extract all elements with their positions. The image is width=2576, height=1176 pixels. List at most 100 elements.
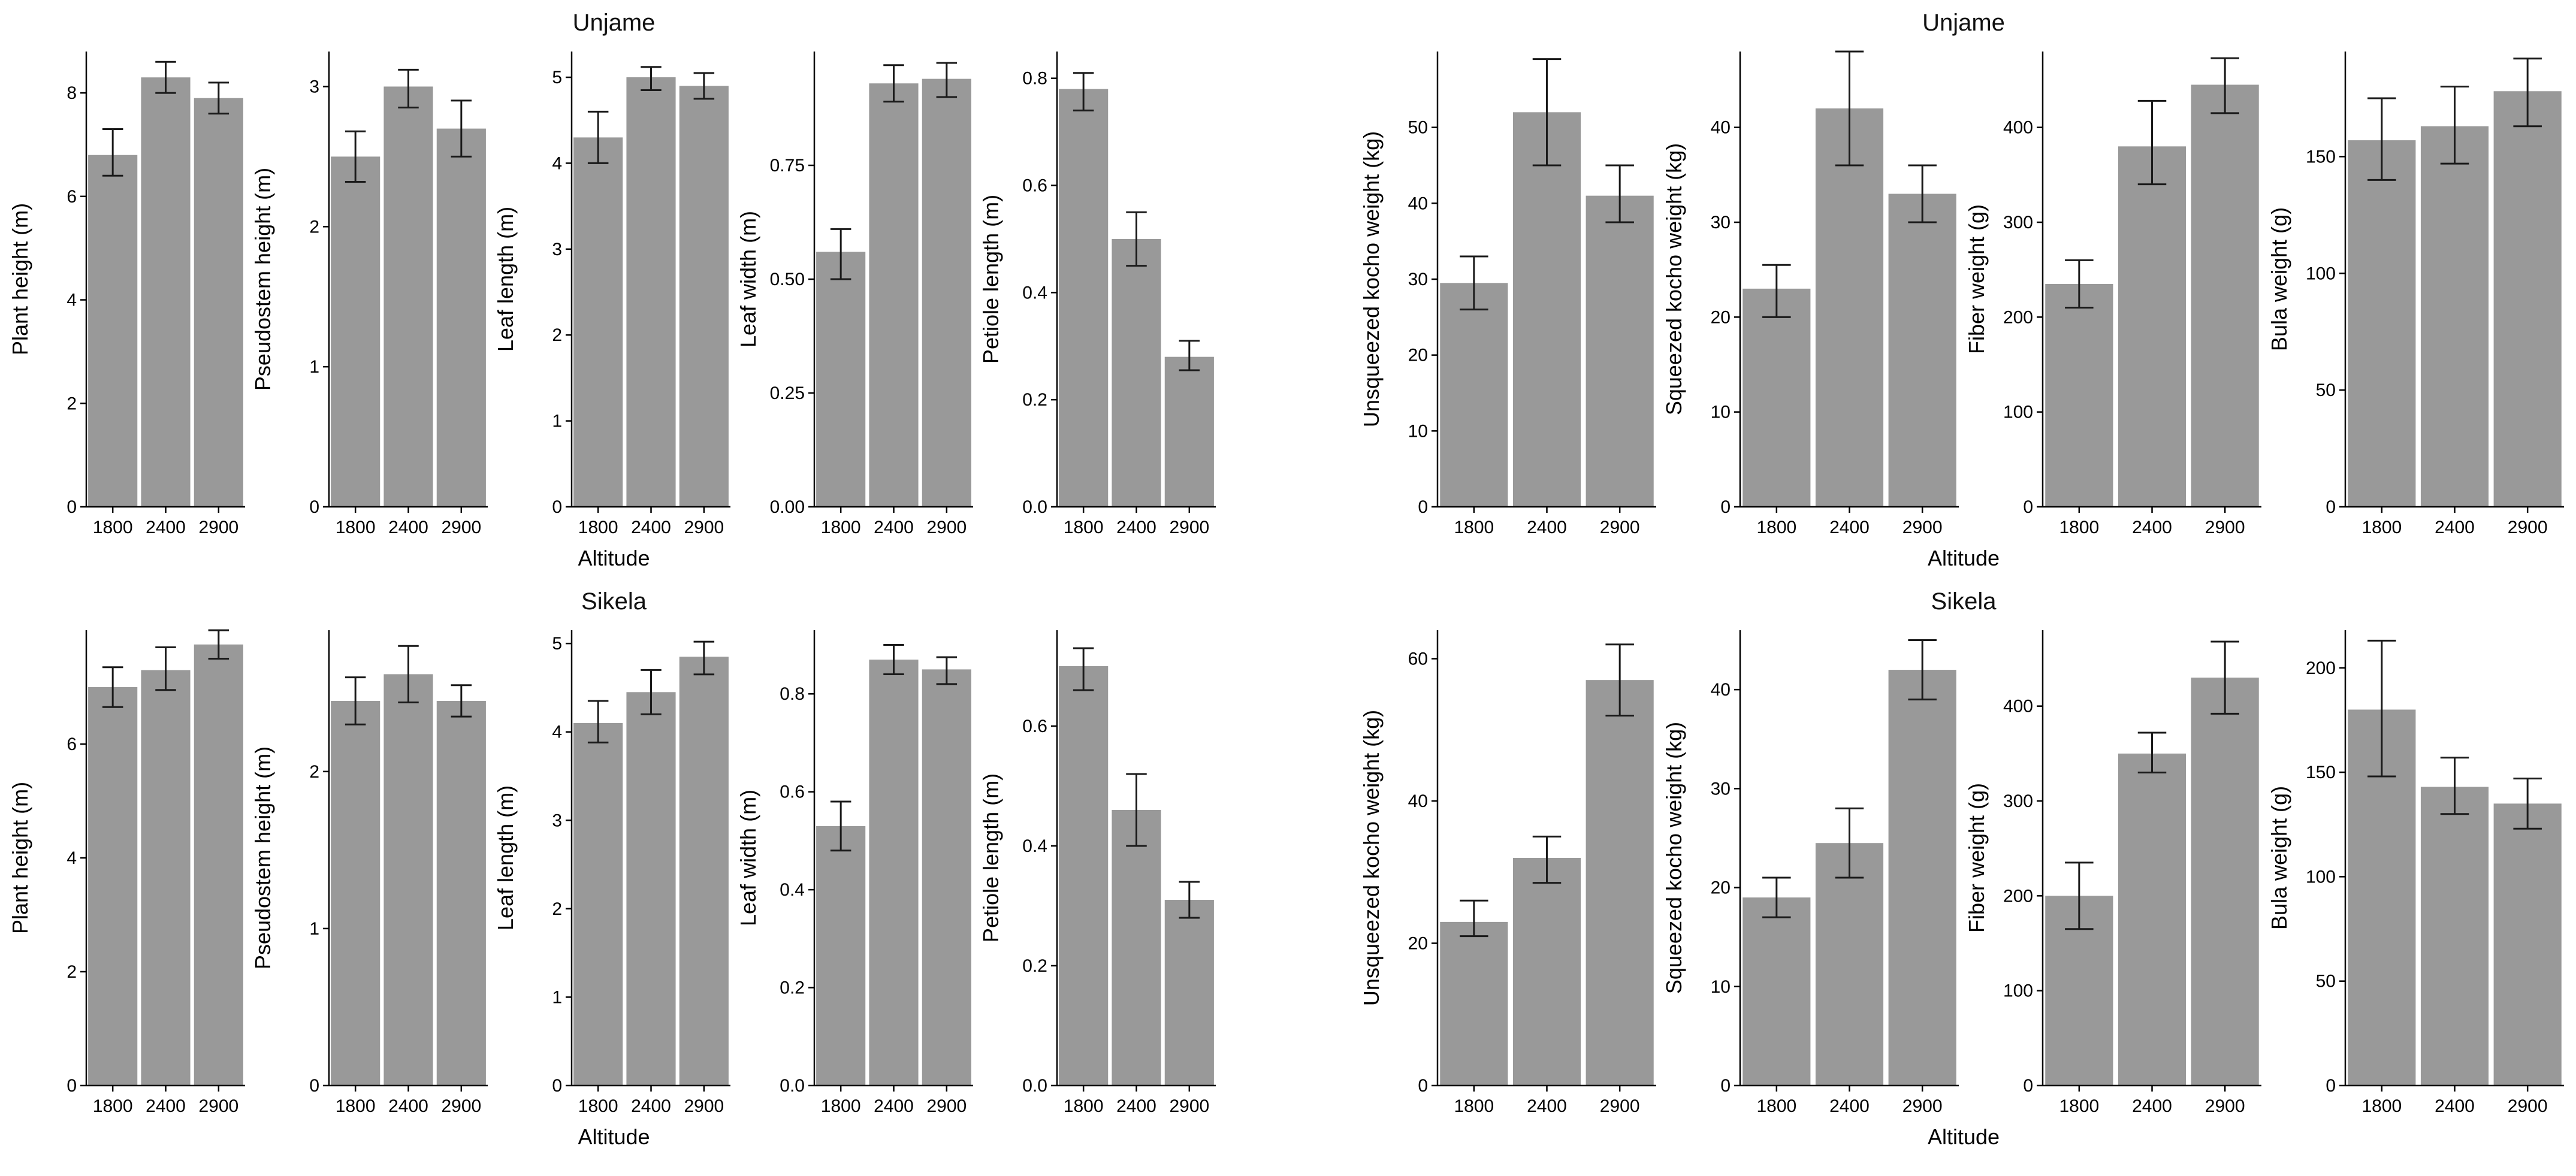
y-tick-label: 400 xyxy=(2003,118,2033,138)
bar-2900 xyxy=(1586,195,1654,507)
x-tick-label: 2400 xyxy=(146,518,186,537)
x-tick-label: 2900 xyxy=(198,518,238,537)
x-tick-label: 2400 xyxy=(1527,1096,1567,1116)
panel-sikela-morphology: Sikela 0 2 4 6 1800 2400 2900 Plant height (m) … xyxy=(7,587,1221,1150)
x-axis-label-unjame-left: Altitude xyxy=(578,546,650,570)
x-tick-label: 2900 xyxy=(926,1096,967,1116)
bar-1800 xyxy=(1440,921,1508,1086)
y-tick-label: 0.0 xyxy=(1022,1076,1047,1096)
error-bar-2400 xyxy=(155,61,176,94)
chart-svg-sikela-bula-weight: 0 50 100 150 200 1800 2400 2900 Bula weight (g) xyxy=(2267,630,2564,1116)
chart-svg-unjame-squeezed-kocho-weight: 0 10 20 30 40 1800 2400 2900 Squeezed kocho weig… xyxy=(1662,50,1959,537)
y-tick-label: 0.25 xyxy=(770,383,805,403)
bar-2400 xyxy=(383,86,433,507)
bar-2400 xyxy=(1815,843,1884,1086)
y-tick-label: 2 xyxy=(67,962,77,982)
x-tick-label: 2400 xyxy=(874,518,914,537)
y-axis-title: Squeezed kocho weight (kg) xyxy=(1662,143,1686,415)
bar-2400 xyxy=(869,660,919,1086)
error-bar-2900 xyxy=(451,684,472,718)
error-bar-2900 xyxy=(208,81,229,115)
bar-1800 xyxy=(88,155,138,507)
bar-1800 xyxy=(2348,140,2416,507)
y-axis-title: Petiole length (m) xyxy=(979,773,1003,942)
y-tick-label: 20 xyxy=(1408,346,1428,365)
y-axis-title: Bula weight (g) xyxy=(2267,207,2291,351)
x-tick-label: 1800 xyxy=(93,1096,133,1116)
bar-2900 xyxy=(436,700,486,1086)
bar-2400 xyxy=(1815,108,1884,507)
bar-2900 xyxy=(194,644,243,1086)
y-tick-label: 400 xyxy=(2003,697,2033,717)
error-bar-2900 xyxy=(451,99,472,158)
error-bar-2900 xyxy=(936,656,958,685)
error-bar-2900 xyxy=(693,640,715,676)
row-sikela: Sikela 0 2 4 6 1800 2400 2900 Plant height (m) … xyxy=(7,587,2569,1150)
error-bar-1800 xyxy=(2065,861,2094,930)
y-tick-label: 0 xyxy=(2326,1076,2336,1096)
error-bar-2900 xyxy=(1605,643,1634,717)
x-tick-label: 2400 xyxy=(1829,1096,1870,1116)
x-tick-label: 1800 xyxy=(93,518,133,537)
x-tick-label: 2900 xyxy=(198,1096,238,1116)
error-bar-2900 xyxy=(1908,639,1937,701)
x-axis-label-unjame-right: Altitude xyxy=(1927,546,2000,570)
y-tick-label: 0 xyxy=(2023,497,2033,517)
y-tick-label: 0.6 xyxy=(1022,176,1047,196)
panel-unjame-weights: Unjame 0 10 20 30 40 50 1800 2400 2900 Unsqueezed… xyxy=(1358,8,2569,572)
x-tick-label: 2900 xyxy=(2508,518,2548,537)
y-tick-label: 2 xyxy=(552,325,562,345)
y-axis-title: Petiole length (m) xyxy=(979,195,1003,364)
error-bar-2400 xyxy=(641,66,662,92)
y-tick-label: 0.6 xyxy=(1022,717,1047,736)
panel-title-unjame-left: Unjame xyxy=(572,10,656,36)
bar-1800 xyxy=(816,252,866,507)
error-bar-1800 xyxy=(2065,259,2094,309)
x-tick-label: 1800 xyxy=(2361,518,2402,537)
y-tick-label: 0.0 xyxy=(1022,497,1047,517)
x-tick-label: 2900 xyxy=(926,518,967,537)
y-tick-label: 5 xyxy=(552,634,562,654)
chart-sikela-unsqueezed-kocho-weight: 0 20 40 60 1800 2400 2900 Unsqueezed kocho weig… xyxy=(1358,616,1661,1125)
error-bar-1800 xyxy=(345,676,366,725)
y-tick-label: 150 xyxy=(2306,147,2336,167)
y-tick-label: 0 xyxy=(1418,497,1428,517)
x-tick-label: 2900 xyxy=(2205,1096,2245,1116)
bar-1800 xyxy=(331,156,380,507)
y-tick-label: 3 xyxy=(309,77,319,96)
x-tick-label: 2900 xyxy=(1600,1096,1640,1116)
y-tick-label: 0.75 xyxy=(770,156,805,176)
y-tick-label: 0.4 xyxy=(780,880,805,900)
bar-2900 xyxy=(2493,91,2562,507)
y-axis-title: Fiber weight (g) xyxy=(1964,783,1989,933)
chart-sikela-plant-height: 0 2 4 6 1800 2400 2900 Plant height (m) xyxy=(7,616,250,1125)
chart-svg-unjame-unsqueezed-kocho-weight: 0 10 20 30 40 50 1800 2400 2900 Unsqueezed kocho … xyxy=(1359,52,1656,537)
x-tick-label: 2400 xyxy=(631,518,671,537)
error-bar-2900 xyxy=(2210,57,2239,114)
chart-svg-sikela-petiole-length: 0.0 0.2 0.4 0.6 1800 2400 2900 Petiole length (… xyxy=(979,630,1216,1116)
error-bar-1800 xyxy=(1073,647,1094,691)
x-tick-label: 2400 xyxy=(388,518,428,537)
error-bar-2400 xyxy=(398,68,419,109)
x-tick-label: 1800 xyxy=(2059,1096,2099,1116)
bar-2400 xyxy=(626,692,676,1086)
x-tick-label: 1800 xyxy=(578,518,618,537)
bar-2900 xyxy=(2191,678,2259,1086)
chart-unjame-plant-height: 0 2 4 6 8 1800 2400 2900 Plant height (m) xyxy=(7,37,250,546)
chart-strip: 0 2 4 6 8 1800 2400 2900 Plant height (m) 0 1 2 3 18… xyxy=(7,37,1221,546)
y-tick-label: 20 xyxy=(1408,934,1428,954)
bar-2400 xyxy=(1112,238,1161,507)
y-axis-title: Plant height (m) xyxy=(8,782,32,934)
error-bar-2900 xyxy=(936,62,958,98)
y-axis-title: Leaf width (m) xyxy=(736,211,760,347)
x-tick-label: 2400 xyxy=(146,1096,186,1116)
y-tick-label: 60 xyxy=(1408,649,1428,669)
y-tick-label: 0 xyxy=(552,497,562,517)
y-tick-label: 300 xyxy=(2003,213,2033,232)
y-tick-label: 1 xyxy=(309,357,319,377)
x-tick-label: 2400 xyxy=(2435,518,2475,537)
chart-sikela-bula-weight: 0 50 100 150 200 1800 2400 2900 Bula weight (g) xyxy=(2266,616,2569,1125)
chart-sikela-fiber-weight: 0 100 200 300 400 1800 2400 2900 Fiber weight (g… xyxy=(1964,616,2266,1125)
x-tick-label: 2900 xyxy=(1169,1096,1209,1116)
row-unjame: Unjame 0 2 4 6 8 1800 2400 2900 Plant height (m)… xyxy=(7,8,2569,572)
